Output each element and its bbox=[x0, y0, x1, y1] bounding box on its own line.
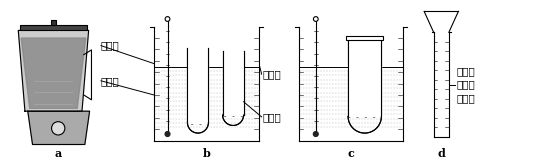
Text: c: c bbox=[347, 148, 354, 159]
Bar bbox=[348, 56, 381, 118]
Text: 果胶酶
和苹果
泥混合: 果胶酶 和苹果 泥混合 bbox=[456, 66, 475, 103]
Text: 温度计: 温度计 bbox=[101, 41, 120, 51]
Polygon shape bbox=[18, 30, 89, 111]
Bar bbox=[20, 25, 87, 30]
Polygon shape bbox=[28, 111, 90, 144]
Bar bbox=[223, 90, 243, 117]
Bar bbox=[346, 36, 383, 40]
Bar bbox=[188, 48, 208, 123]
Text: 恒温水: 恒温水 bbox=[263, 69, 281, 79]
Bar bbox=[348, 39, 381, 116]
Text: 苹果泥: 苹果泥 bbox=[101, 76, 120, 86]
Text: d: d bbox=[437, 148, 445, 159]
Text: b: b bbox=[202, 148, 211, 159]
Bar bbox=[188, 94, 208, 124]
Bar bbox=[51, 20, 56, 25]
Circle shape bbox=[313, 17, 318, 21]
Circle shape bbox=[51, 122, 65, 135]
Text: 果胶酶: 果胶酶 bbox=[263, 112, 281, 122]
Circle shape bbox=[313, 132, 318, 136]
Bar bbox=[223, 52, 243, 115]
Polygon shape bbox=[21, 38, 86, 108]
Circle shape bbox=[165, 17, 170, 21]
Circle shape bbox=[165, 132, 170, 136]
Text: a: a bbox=[55, 148, 62, 159]
